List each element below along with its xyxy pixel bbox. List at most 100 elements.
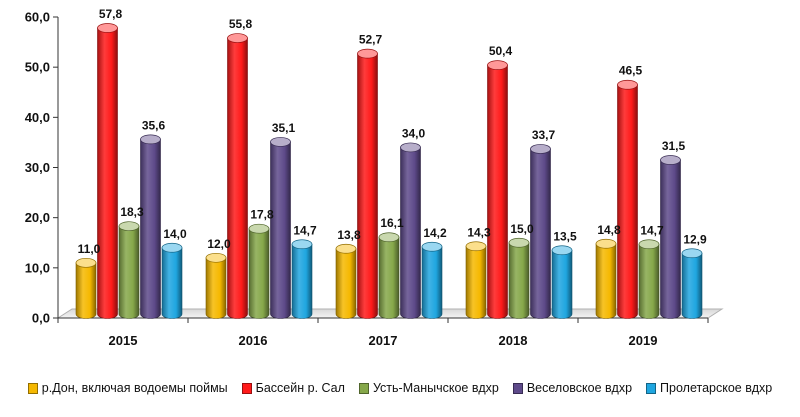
data-label: 14,7 [640,223,664,237]
bar-top [421,241,443,252]
bar-top [248,223,270,234]
bar-top [508,237,530,248]
x-tick-label: 2019 [629,333,658,348]
bar-top [97,23,118,33]
bar [638,239,660,319]
chart-bars [75,23,703,319]
bar-body [140,139,161,319]
legend-label: р.Дон, включая водоемы поймы [41,381,228,395]
bar-top [378,232,400,243]
bar-body [681,252,703,319]
data-label: 14,8 [597,223,621,237]
bar-body [291,243,313,319]
data-label: 12,0 [207,237,231,251]
data-label: 46,5 [619,64,643,78]
bar-top [530,144,551,154]
x-tick-label: 2015 [109,333,138,348]
data-label: 14,2 [423,226,447,240]
bar [357,48,378,319]
bar [508,237,530,319]
bar-body [551,249,573,319]
bar [660,155,681,319]
legend-swatch [512,382,523,394]
bar-body [378,236,400,319]
legend-label: Бассейн р. Сал [255,381,345,395]
bar [595,238,617,319]
bar [378,232,400,319]
bar [227,33,248,319]
legend-item: р.Дон, включая водоемы поймы [27,381,228,395]
chart-labels: 11,0 57,8 18,3 35,6 14,0 12,0 55,8 17,8 35,1 14,7… [78,7,707,256]
legend-swatch [358,382,369,394]
legend-item: Усть-Манычское вдхр [358,381,499,395]
bar-body [508,242,530,319]
data-label: 33,7 [532,128,556,142]
bar-body [335,248,357,319]
data-label: 17,8 [250,208,274,222]
data-label: 13,5 [553,229,577,243]
bar-top [140,134,161,145]
bar [161,242,183,319]
bar-top [551,245,573,256]
bar-top [638,239,660,250]
bar [551,245,573,319]
x-tick-label: 2016 [239,333,268,348]
bar-top [681,248,703,259]
x-tick-label: 2018 [499,333,528,348]
data-label: 50,4 [489,44,513,58]
bar-body [270,141,291,319]
legend-label: Пролетарское вдхр [660,381,773,395]
bar-body [660,159,681,319]
bar [75,257,97,319]
bar-body [161,247,183,319]
y-tick-label: 20,0 [25,210,50,225]
bar [205,252,227,319]
legend-item: Веселовское вдхр [512,381,633,395]
bar-top [291,239,313,250]
bar-top [617,79,638,90]
bar-top [227,33,248,43]
legend-label: Усть-Манычское вдхр [372,381,499,395]
bar-top [487,60,508,71]
bar [400,142,421,319]
y-tick-label: 60,0 [25,10,50,25]
data-label: 14,7 [293,223,317,237]
bar-body [487,64,508,319]
legend-swatch [646,382,657,394]
y-tick-label: 50,0 [25,60,50,75]
legend-label: Веселовское вдхр [526,381,633,395]
data-label: 11,0 [78,242,101,256]
bar [140,134,161,319]
data-label: 57,8 [99,7,123,21]
bar-top [595,238,617,249]
bar-body [205,257,227,319]
legend-item: Бассейн р. Сал [241,381,345,395]
data-label: 31,5 [662,139,686,153]
y-tick-label: 0,0 [32,311,50,326]
data-label: 15,0 [510,222,534,236]
legend-swatch [241,382,252,394]
chart-legend: р.Дон, включая водоемы поймы Бассейн р. С… [0,378,800,398]
bar-body [97,27,118,319]
bar-top [75,257,97,268]
bar [530,144,551,319]
data-label: 35,6 [142,118,166,132]
bar [97,23,118,319]
data-label: 13,8 [337,228,361,242]
bar-body [248,228,270,319]
bar-body [530,148,551,319]
y-tick-label: 40,0 [25,110,50,125]
bar-top [161,242,183,253]
bar-body [421,246,443,319]
bar-top [400,142,421,153]
data-label: 34,0 [402,126,426,140]
bar-body [357,53,378,319]
data-label: 14,3 [467,225,491,239]
bar-top [270,137,291,147]
bar-top [335,243,357,254]
bar-body [118,225,140,319]
data-label: 52,7 [359,33,383,47]
data-label: 14,0 [163,227,187,241]
data-label: 12,9 [683,232,707,246]
